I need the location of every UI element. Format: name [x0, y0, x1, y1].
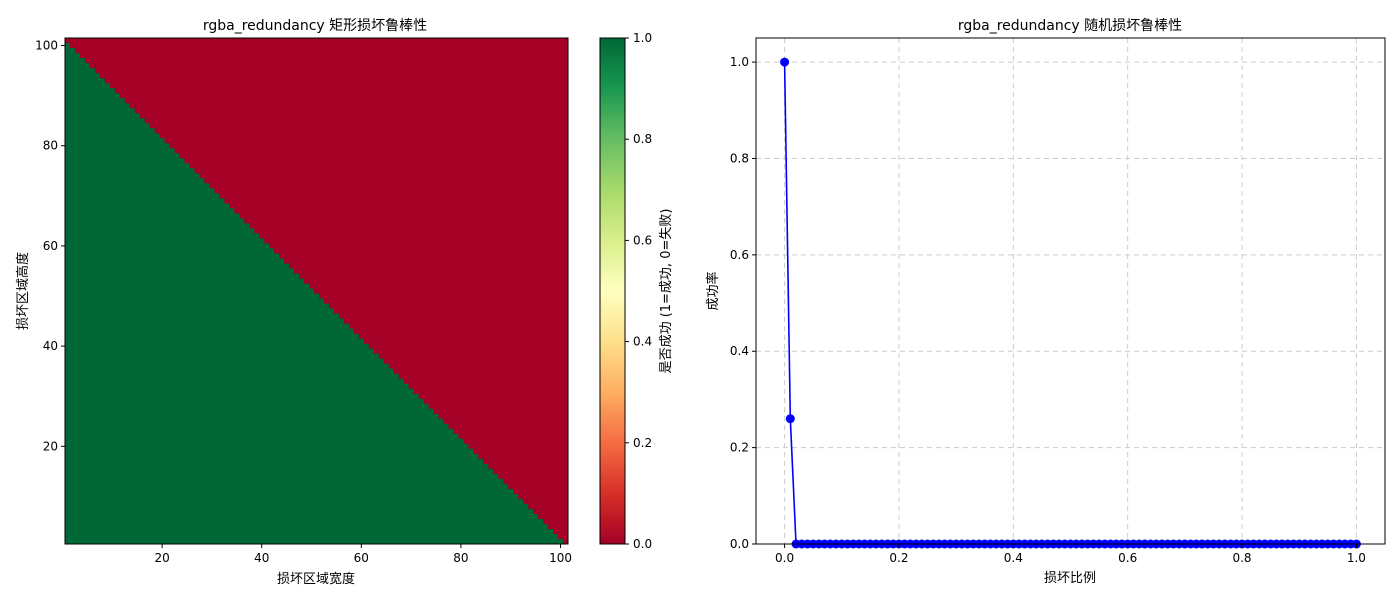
line-y-tick-label: 0.8 [730, 151, 749, 165]
line-panel: rgba_redundancy 随机损坏鲁棒性 0.0 0.2 0.4 0.6 0.8 1… [705, 18, 1386, 586]
heatmap-x-label: 损坏区域宽度 [277, 571, 355, 587]
line-x-label: 损坏比例 [1044, 571, 1096, 586]
heatmap-x-tick-label: 20 [154, 551, 169, 565]
heatmap-y-label: 损坏区域高度 [15, 252, 31, 330]
colorbar-tick-label: 0.0 [633, 537, 652, 551]
heatmap-frame [64, 37, 569, 545]
heatmap-y-tick-label: 20 [43, 439, 58, 453]
colorbar-label: 是否成功 (1=成功, 0=失败) [659, 209, 674, 374]
line-x-tick-label: 0.4 [1004, 551, 1023, 565]
colorbar-tick-label: 1.0 [633, 31, 652, 45]
line-series [780, 57, 1361, 549]
line-y-tick-label: 0.2 [730, 441, 749, 455]
line-frame [755, 37, 1386, 545]
heatmap-y-tick-label: 80 [43, 139, 58, 153]
heatmap-title: rgba_redundancy 矩形损坏鲁棒性 [203, 18, 427, 34]
line-y-tick-label: 1.0 [730, 55, 749, 69]
heatmap-cells [65, 38, 568, 544]
colorbar-tick-label: 0.2 [633, 436, 652, 450]
line-y-label: 成功率 [705, 271, 721, 310]
colorbar-gradient [599, 37, 626, 545]
line-series-path [783, 62, 1357, 545]
colorbar-tick-label: 0.6 [633, 233, 652, 247]
line-x-tick-label: 1.0 [1347, 551, 1366, 565]
line-x-tick-label: 0.0 [775, 551, 794, 565]
line-y-tick-label: 0.0 [730, 537, 749, 551]
heatmap-success-region [65, 43, 568, 544]
line-y-tick-label: 0.4 [730, 344, 749, 358]
heatmap-y-tick-label: 40 [43, 339, 58, 353]
line-x-tick-label: 0.2 [889, 551, 908, 565]
line-grid [756, 38, 1385, 545]
line-y-tick-label: 0.6 [730, 248, 749, 262]
heatmap-x-tick-label: 40 [254, 551, 269, 565]
heatmap-y-axis: 20 40 60 80 100 [35, 39, 65, 453]
line-x-tick-label: 0.8 [1232, 551, 1251, 565]
heatmap-y-tick-label: 60 [43, 239, 58, 253]
heatmap-x-tick-label: 100 [549, 551, 572, 565]
heatmap-x-tick-label: 80 [453, 551, 468, 565]
line-point [780, 57, 790, 67]
line-title: rgba_redundancy 随机损坏鲁棒性 [958, 18, 1182, 34]
line-x-axis: 0.0 0.2 0.4 0.6 0.8 1.0 [775, 544, 1366, 565]
heatmap-panel: rgba_redundancy 矩形损坏鲁棒性 20 40 60 80 100 20 40… [15, 18, 572, 587]
colorbar-ticks: 0.0 0.2 0.4 0.6 0.8 1.0 [625, 31, 652, 551]
heatmap-x-tick-label: 60 [354, 551, 369, 565]
colorbar: 0.0 0.2 0.4 0.6 0.8 1.0 是否成功 (1=成功, 0=失败) [599, 31, 674, 551]
colorbar-tick-label: 0.4 [633, 335, 652, 349]
colorbar-tick-label: 0.8 [633, 132, 652, 146]
line-x-tick-label: 0.6 [1118, 551, 1137, 565]
line-point [785, 414, 795, 424]
heatmap-x-axis: 20 40 60 80 100 [154, 544, 572, 565]
line-y-axis: 0.0 0.2 0.4 0.6 0.8 1.0 [730, 55, 756, 551]
heatmap-y-tick-label: 100 [35, 39, 58, 53]
